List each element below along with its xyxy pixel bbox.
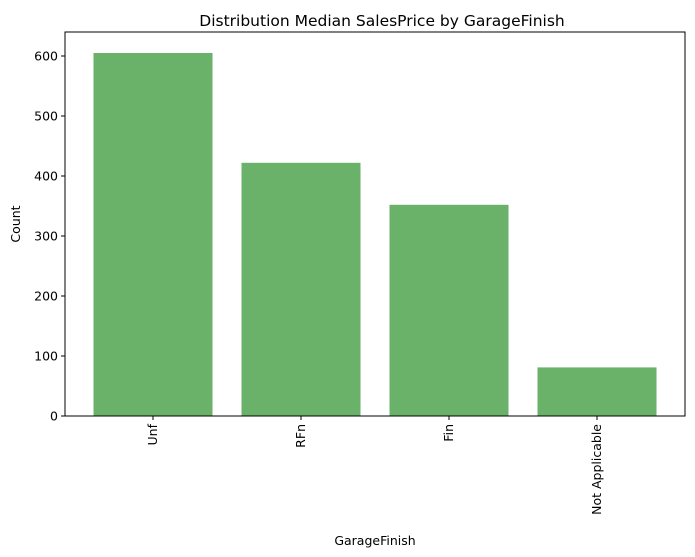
y-tick-label: 600 bbox=[34, 49, 58, 64]
x-tick-label: RFn bbox=[293, 424, 308, 448]
x-tick-label: Not Applicable bbox=[589, 424, 604, 515]
y-tick-label: 300 bbox=[34, 229, 58, 244]
y-axis: 0 100 200 300 400 500 600 bbox=[34, 49, 65, 424]
x-axis: Unf RFn Fin Not Applicable bbox=[145, 416, 604, 515]
y-tick-label: 500 bbox=[34, 109, 58, 124]
y-tick-label: 200 bbox=[34, 289, 58, 304]
x-tick-label: Fin bbox=[441, 424, 456, 442]
x-axis-label: GarageFinish bbox=[334, 533, 415, 548]
y-axis-label: Count bbox=[8, 205, 23, 242]
chart-title: Distribution Median SalesPrice by Garage… bbox=[199, 12, 564, 30]
plot-frame bbox=[64, 31, 686, 417]
y-tick-label: 0 bbox=[50, 409, 58, 424]
y-tick-label: 100 bbox=[34, 349, 58, 364]
bar-fin bbox=[389, 204, 509, 416]
bar-unf bbox=[93, 53, 213, 416]
bar-rfn bbox=[241, 162, 361, 416]
bars-group bbox=[93, 53, 657, 416]
x-tick-label: Unf bbox=[145, 423, 160, 445]
bar-not-applicable bbox=[537, 367, 657, 416]
y-tick-label: 400 bbox=[34, 169, 58, 184]
